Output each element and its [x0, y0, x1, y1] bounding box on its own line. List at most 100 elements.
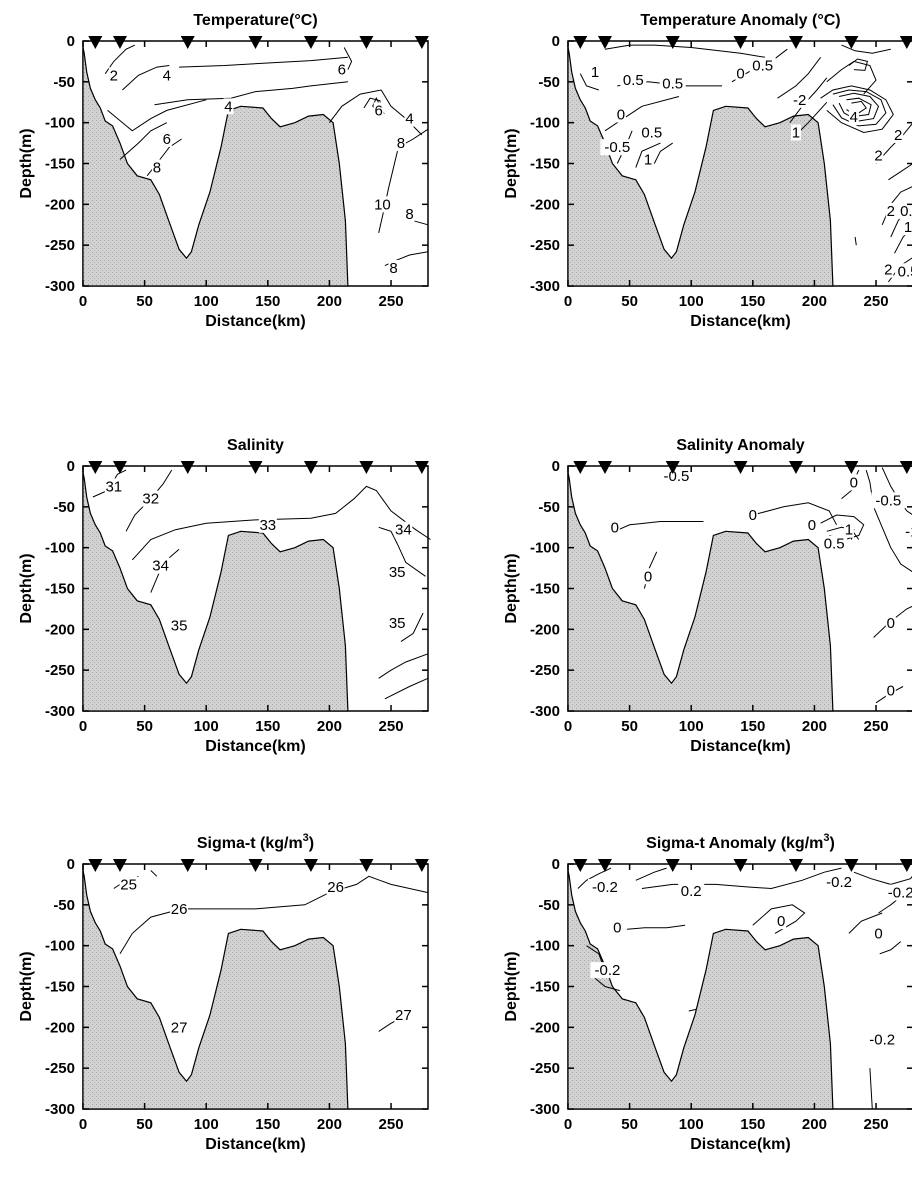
- contour-label-backing: [790, 91, 809, 108]
- y-tick-label: -300: [530, 278, 560, 295]
- contour-label: 8: [397, 135, 405, 152]
- y-tick-label: -150: [530, 979, 560, 996]
- x-tick-label: 100: [679, 293, 704, 310]
- x-tick-label: 250: [379, 293, 404, 310]
- contour-label-backing: [609, 519, 620, 536]
- contour-label-backing: [600, 139, 635, 156]
- contour-label: 4: [163, 67, 171, 84]
- contour-line: [400, 612, 424, 643]
- x-tick-label: 100: [679, 1116, 704, 1133]
- contour-label: 0.5: [898, 263, 912, 280]
- station-marker: [88, 461, 103, 474]
- contour-label-backing: [620, 72, 647, 89]
- contour-label-backing: [843, 521, 854, 538]
- bottom-topography: [567, 47, 834, 287]
- x-tick-label: 50: [621, 718, 638, 735]
- contour-label: 27: [171, 1019, 188, 1036]
- x-tick-label: 100: [194, 293, 219, 310]
- contour-line: [826, 60, 877, 95]
- contour-line: [579, 73, 599, 91]
- contour-label: 33: [259, 517, 276, 534]
- contour-line: [841, 44, 891, 54]
- contour-label-backing: [735, 65, 746, 82]
- x-tick-label: 0: [79, 718, 87, 735]
- y-tick-label: -100: [45, 540, 75, 557]
- contour-label: -0.2: [888, 885, 912, 902]
- contour-line: [594, 977, 620, 992]
- contour-label: 26: [327, 879, 344, 896]
- x-tick-label: 100: [679, 718, 704, 735]
- station-marker: [899, 461, 912, 474]
- contour-line: [604, 96, 680, 132]
- x-tick-label: 250: [379, 718, 404, 735]
- contour-label-backing: [395, 135, 406, 152]
- contour-line: [873, 605, 912, 638]
- contour-line: [413, 220, 429, 226]
- contour-label-backing: [885, 202, 896, 219]
- y-tick-label: -250: [530, 662, 560, 679]
- contour-line: [119, 875, 429, 955]
- contour-line: [752, 904, 806, 934]
- contour-label-backing: [749, 57, 776, 74]
- station-marker: [844, 461, 859, 474]
- contour-label-backing: [388, 564, 407, 581]
- contour-label: 0: [644, 568, 652, 585]
- station-marker: [359, 859, 374, 872]
- contour-label-backing: [871, 492, 906, 509]
- station-marker: [303, 461, 318, 474]
- contour-label: 1: [845, 522, 853, 539]
- contour-line: [343, 47, 353, 70]
- x-tick-label: 50: [136, 293, 153, 310]
- contour-line: [832, 89, 887, 127]
- contour-label-backing: [790, 124, 801, 141]
- contour-label: 8: [405, 206, 413, 223]
- contour-label: 27: [395, 1007, 412, 1024]
- contour-label-backing: [326, 878, 345, 895]
- y-tick-label: 0: [67, 856, 75, 873]
- y-tick-label: -100: [45, 938, 75, 955]
- contour-label: 8: [389, 260, 397, 277]
- contour-line: [838, 92, 880, 122]
- contour-label: -0.5: [604, 139, 630, 156]
- contour-line: [384, 677, 429, 700]
- contour-label-backing: [848, 474, 859, 491]
- y-axis-label: Depth(m): [18, 553, 35, 623]
- station-marker: [180, 461, 195, 474]
- contour-line: [107, 99, 207, 132]
- x-tick-label: 50: [136, 718, 153, 735]
- bottom-topography: [82, 472, 349, 712]
- contour-label: -2: [793, 92, 806, 109]
- station-marker: [359, 36, 374, 49]
- station-marker: [665, 461, 680, 474]
- contour-label-backing: [108, 67, 119, 84]
- contour-label: 0: [617, 107, 625, 124]
- y-tick-label: -150: [45, 581, 75, 598]
- contour-line: [627, 924, 686, 930]
- y-axis-label: Depth(m): [503, 553, 520, 623]
- x-tick-label: 50: [621, 1116, 638, 1133]
- contour-label-backing: [258, 516, 277, 533]
- contour-label: -0.2: [826, 874, 852, 891]
- y-tick-label: -300: [530, 703, 560, 720]
- y-tick-label: -150: [530, 156, 560, 173]
- contour-label-backing: [659, 75, 686, 92]
- chart-title: Sigma-t Anomaly (kg/m3): [646, 832, 835, 852]
- contour-label-backing: [643, 568, 654, 585]
- contour-label-backing: [590, 64, 601, 81]
- contour-label: 4: [405, 111, 413, 128]
- contour-label-backing: [151, 557, 170, 574]
- y-axis-label: Depth(m): [503, 951, 520, 1021]
- station-marker: [414, 461, 429, 474]
- contour-label-backing: [821, 535, 848, 552]
- contour-label-backing: [638, 124, 665, 141]
- contour-label: 0: [850, 474, 858, 491]
- contour-line: [154, 81, 348, 106]
- y-tick-label: -200: [45, 196, 75, 213]
- y-tick-label: -100: [530, 115, 560, 132]
- station-marker: [88, 859, 103, 872]
- x-tick-label: 0: [564, 718, 572, 735]
- x-tick-label: 250: [864, 718, 889, 735]
- y-axis-label: Depth(m): [503, 128, 520, 198]
